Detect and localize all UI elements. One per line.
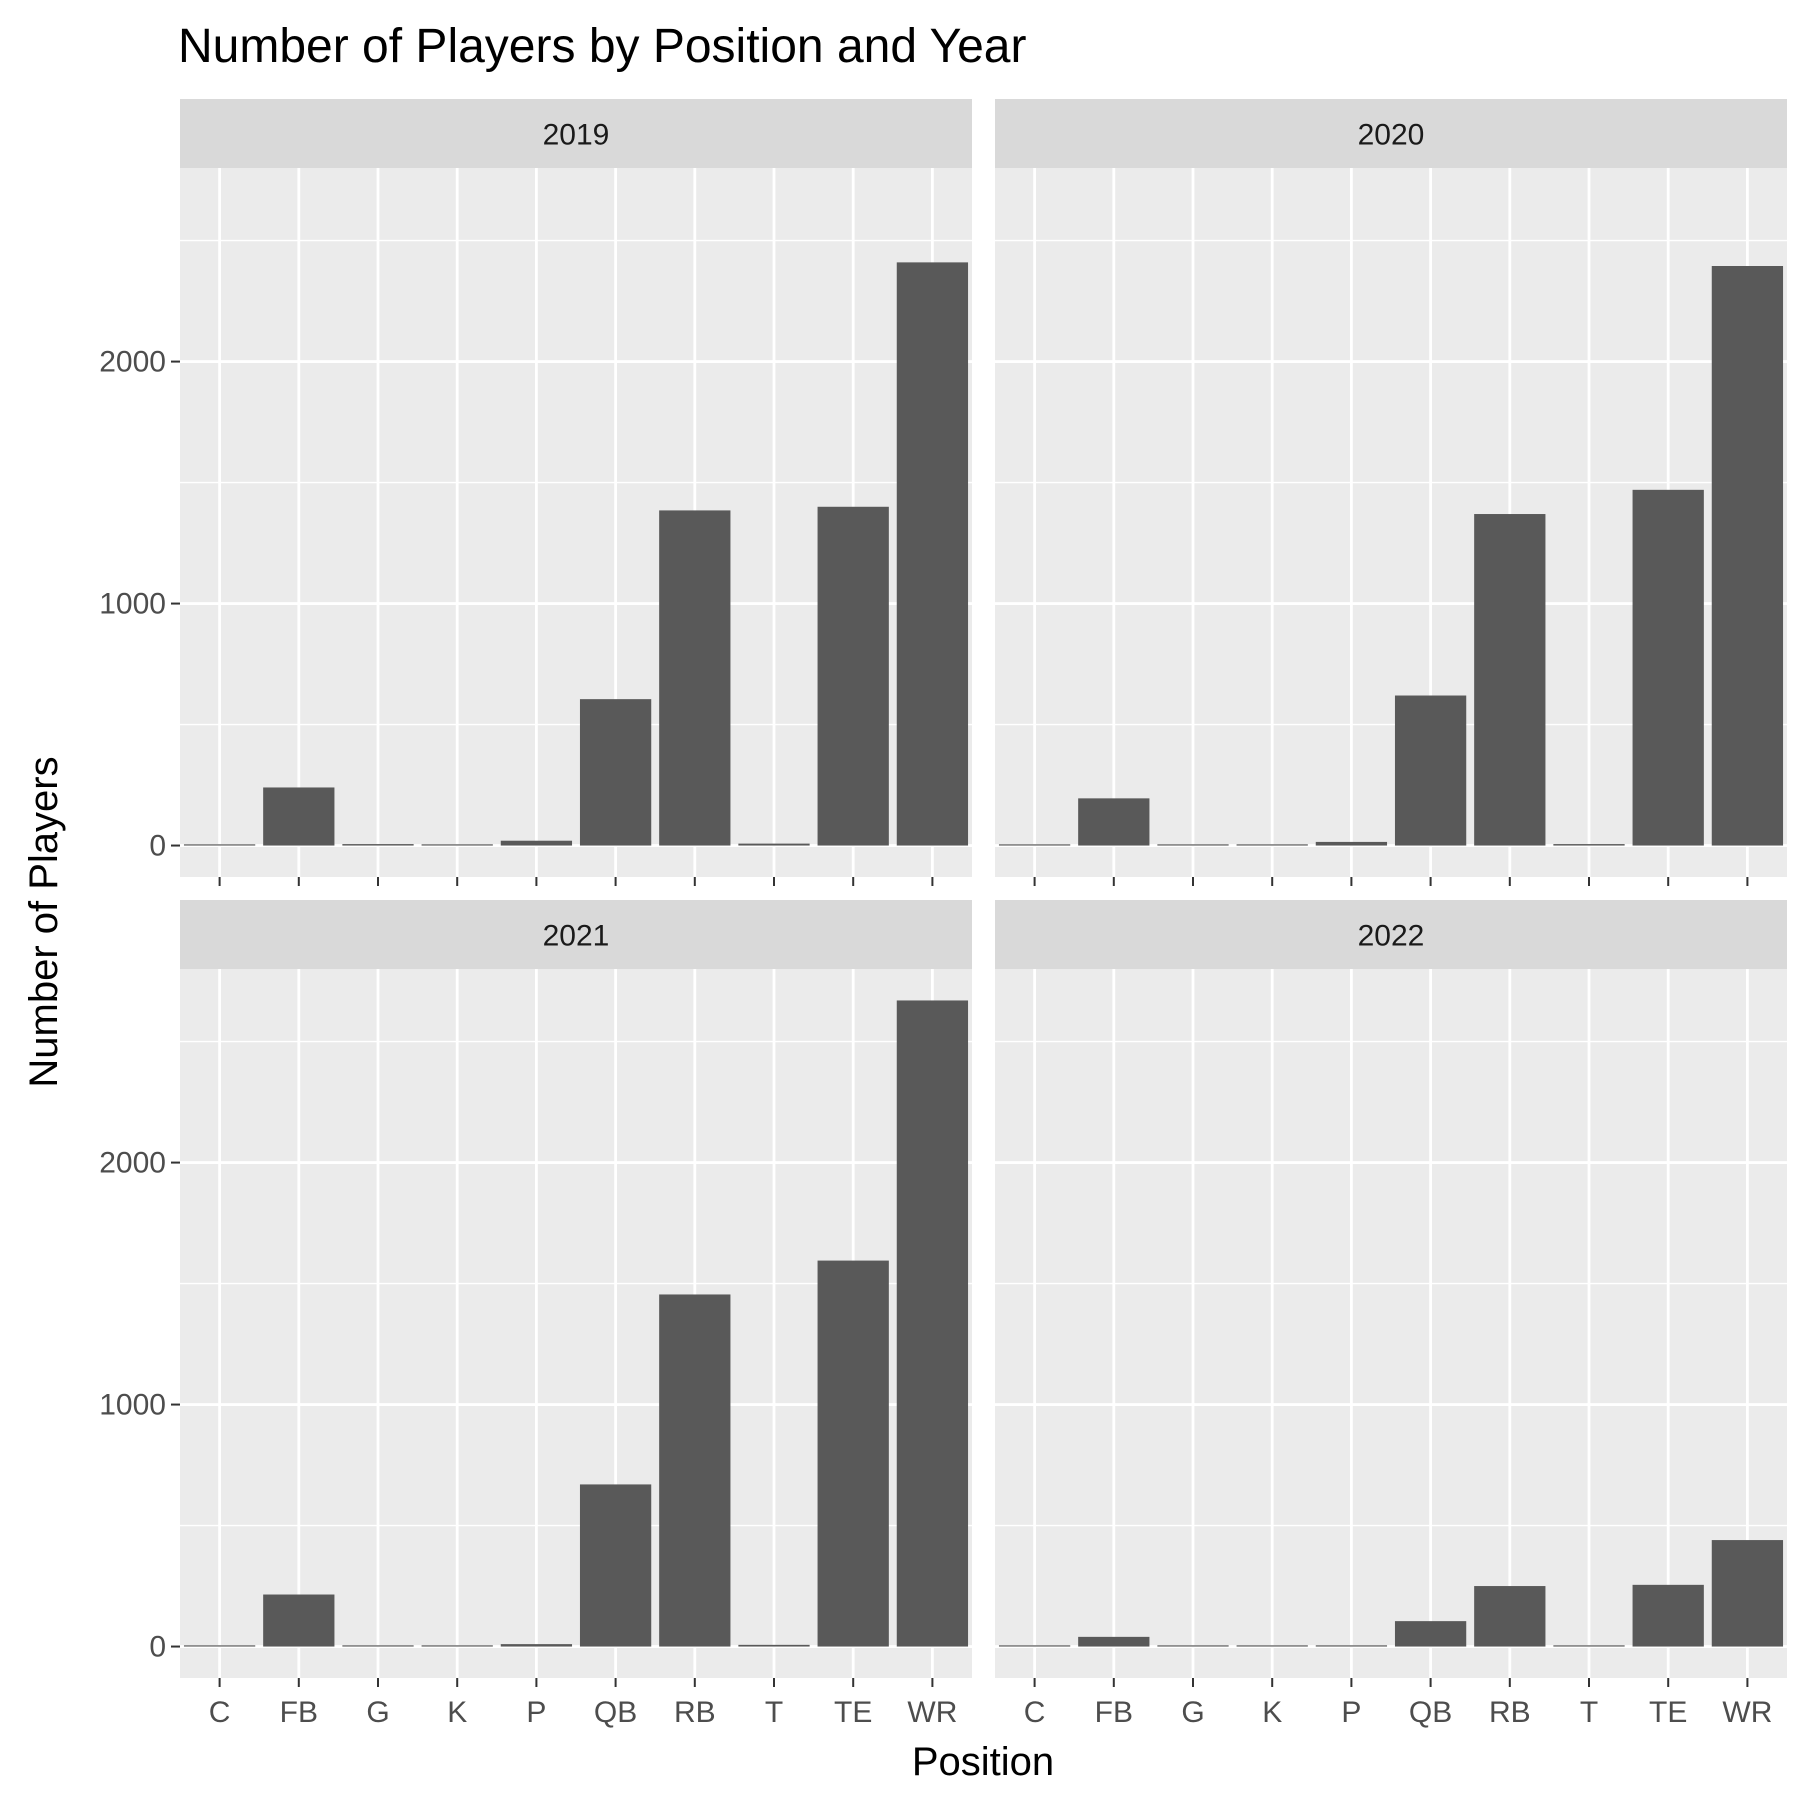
x-tick-label: P [1341,1696,1361,1729]
facet-panels: 2019 0 1000 2000 2020 2021 0 1000 2000 C FB G K P QB RB… [99,99,1787,1729]
facet-panel-2021: 2021 0 1000 2000 C FB G K P QB RB T TE WR [99,900,972,1729]
bar-2019-T [738,843,810,846]
bar-2020-WR [1711,266,1784,846]
bar-2021-TE [817,1260,889,1647]
x-tick-label: QB [594,1696,637,1729]
bar-2020-P [1315,841,1388,846]
y-tick-label: 1000 [99,1389,166,1422]
x-tick-label: G [1181,1696,1204,1729]
panel-background [995,969,1787,1678]
bar-2022-RB [1474,1586,1546,1647]
y-tick-label: 1000 [99,588,166,621]
bar-2022-G [1157,1645,1229,1647]
x-tick-label: T [765,1696,783,1729]
x-tick-label: G [366,1696,389,1729]
bar-2019-G [342,844,414,846]
x-tick-label: RB [674,1696,716,1729]
x-axis-title: Position [912,1740,1054,1784]
facet-panel-2020: 2020 [995,99,1787,886]
y-tick-label: 0 [149,830,166,863]
bar-2022-QB [1394,1621,1467,1647]
bar-2019-FB [263,787,335,846]
facet-strip [995,99,1787,168]
bar-2020-QB [1394,695,1467,846]
bar-2020-C [998,844,1071,846]
x-tick-label: FB [1095,1696,1133,1729]
bar-2021-WR [896,1000,969,1647]
y-tick-label: 2000 [99,346,166,379]
bar-2019-P [500,840,573,846]
x-tick-label: WR [1722,1696,1772,1729]
x-tick-label: K [1262,1696,1282,1729]
x-tick-label: TE [834,1696,872,1729]
bar-2021-T [738,1644,810,1647]
x-tick-label: WR [907,1696,957,1729]
facet-strip [180,900,972,969]
facet-strip-label: 2021 [543,920,610,953]
bar-2020-RB [1474,514,1546,846]
bar-2019-WR [896,262,969,846]
x-tick-label: T [1580,1696,1598,1729]
bar-2021-P [500,1644,573,1647]
bar-2022-K [1236,1645,1308,1647]
chart-title: Number of Players by Position and Year [178,20,1027,73]
x-tick-label: QB [1409,1696,1452,1729]
bar-2021-G [342,1645,414,1647]
bar-2019-QB [579,699,652,846]
bar-2019-C [183,844,256,846]
bar-2022-TE [1632,1584,1704,1647]
facet-strip-label: 2022 [1358,920,1425,953]
facet-strip-label: 2019 [543,119,610,152]
facet-strip [180,99,972,168]
bar-2022-P [1315,1645,1388,1647]
facet-strip [995,900,1787,969]
bar-2020-FB [1078,798,1150,846]
bar-2022-T [1553,1645,1625,1647]
y-tick-label: 2000 [99,1147,166,1180]
bar-2019-TE [817,506,889,846]
bar-2022-C [998,1645,1071,1647]
y-tick-label: 0 [149,1631,166,1664]
x-tick-label: C [209,1696,231,1729]
bar-2019-RB [659,510,731,846]
bar-2021-RB [659,1294,731,1647]
x-tick-label: FB [280,1696,318,1729]
x-tick-label: P [526,1696,546,1729]
bar-2019-K [421,844,493,846]
facet-panel-2022: 2022 C FB G K P QB RB T TE WR [995,900,1787,1729]
facet-panel-2019: 2019 0 1000 2000 [99,99,972,886]
bar-2021-K [421,1645,493,1647]
x-tick-label: TE [1649,1696,1687,1729]
x-tick-label: C [1024,1696,1046,1729]
bar-2021-FB [263,1594,335,1647]
bar-2022-WR [1711,1540,1784,1647]
bar-2022-FB [1078,1636,1150,1647]
bar-2020-K [1236,844,1308,846]
bar-2020-G [1157,844,1229,846]
x-tick-label: K [447,1696,467,1729]
bar-2021-C [183,1645,256,1647]
x-tick-label: RB [1489,1696,1531,1729]
bar-2021-QB [579,1484,652,1647]
facet-strip-label: 2020 [1358,119,1425,152]
bar-2020-T [1553,844,1625,846]
y-axis-title: Number of Players [22,756,66,1087]
bar-2020-TE [1632,489,1704,846]
